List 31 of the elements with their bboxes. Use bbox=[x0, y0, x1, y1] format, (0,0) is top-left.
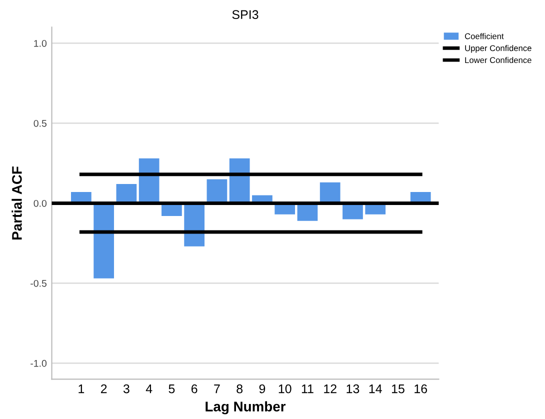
x-tick-label: 9 bbox=[259, 384, 266, 394]
legend-label: Coefficient bbox=[464, 33, 504, 40]
y-tick-label: -1.0 bbox=[30, 360, 47, 367]
x-tick-label: 15 bbox=[392, 384, 404, 394]
x-tick-label: 6 bbox=[191, 384, 198, 394]
legend-label: Upper Confidence bbox=[465, 45, 532, 53]
bar bbox=[116, 184, 137, 204]
bar bbox=[94, 203, 114, 278]
y-tick-label: 0.5 bbox=[34, 120, 47, 127]
bar bbox=[320, 182, 340, 204]
x-tick-label: 2 bbox=[100, 384, 107, 394]
x-tick-label: 12 bbox=[324, 384, 336, 394]
x-tick-label: 4 bbox=[146, 384, 152, 394]
x-tick-label: 3 bbox=[123, 384, 130, 394]
x-tick-label: 13 bbox=[346, 384, 360, 394]
y-tick-label: 0.0 bbox=[34, 200, 47, 207]
x-tick-label: 11 bbox=[302, 384, 314, 394]
x-tick-label: 8 bbox=[236, 384, 243, 394]
x-tick-label: 1 bbox=[78, 384, 84, 394]
x-tick-label: 10 bbox=[278, 384, 292, 394]
x-tick-label: 5 bbox=[168, 384, 175, 394]
y-tick-label: -0.5 bbox=[30, 280, 47, 287]
legend-label: Lower Confidence bbox=[465, 56, 532, 64]
x-tick-label: 7 bbox=[214, 384, 220, 394]
x-tick-label: 14 bbox=[369, 384, 382, 394]
x-axis-title: Lag Number bbox=[206, 401, 286, 414]
x-tick-label: 16 bbox=[414, 384, 428, 394]
bar bbox=[206, 179, 228, 204]
y-tick-label: 1.0 bbox=[34, 40, 47, 47]
chart-title: SPI3 bbox=[232, 10, 258, 20]
y-axis-title: Partial ACF bbox=[12, 166, 22, 240]
